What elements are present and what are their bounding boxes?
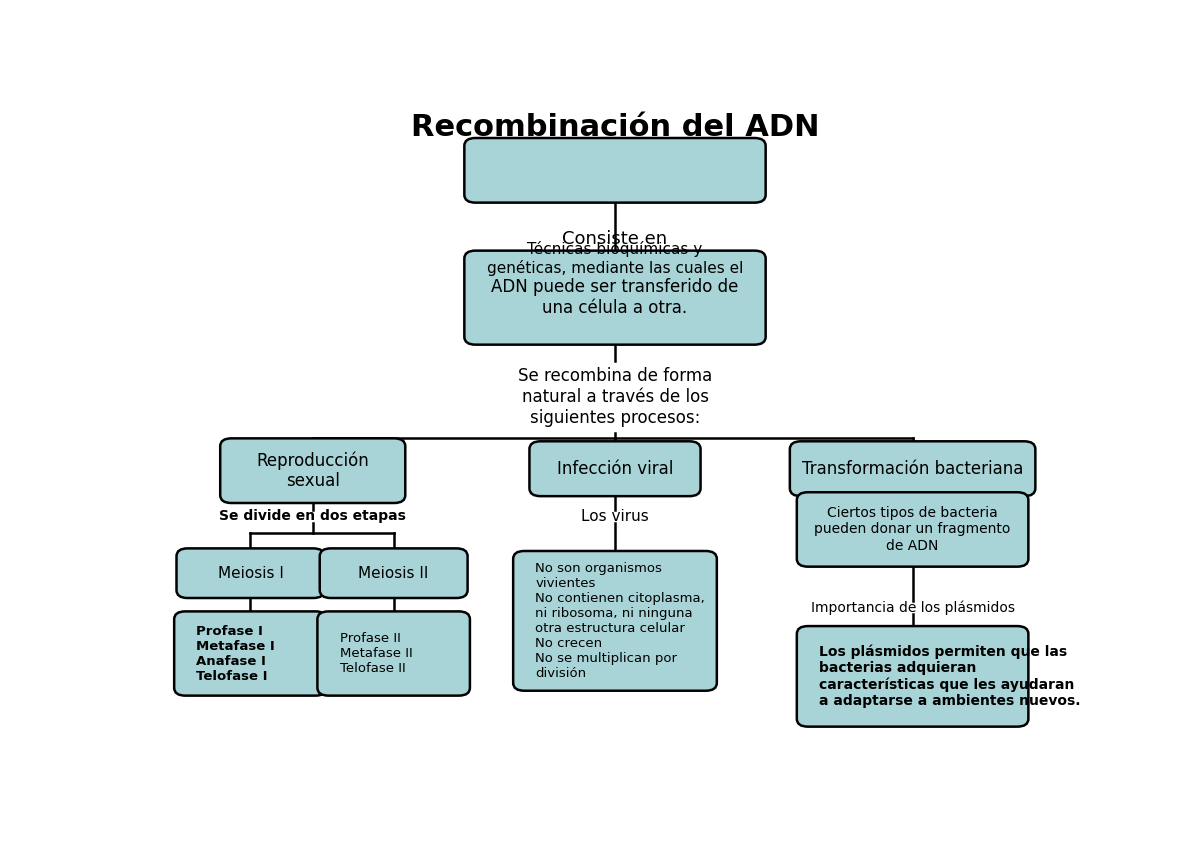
Text: Los virus: Los virus xyxy=(581,509,649,524)
FancyBboxPatch shape xyxy=(514,551,716,691)
FancyBboxPatch shape xyxy=(221,438,406,503)
Text: Infección viral: Infección viral xyxy=(557,460,673,477)
Text: Profase II
Metafase II
Telofase II: Profase II Metafase II Telofase II xyxy=(340,632,413,675)
FancyBboxPatch shape xyxy=(529,441,701,496)
Text: Meiosis II: Meiosis II xyxy=(359,566,428,581)
Text: Se divide en dos etapas: Se divide en dos etapas xyxy=(220,510,406,523)
FancyBboxPatch shape xyxy=(317,611,470,695)
Text: Transformación bacteriana: Transformación bacteriana xyxy=(802,460,1024,477)
Text: Reproducción
sexual: Reproducción sexual xyxy=(257,451,370,490)
Text: Los plásmidos permiten que las
bacterias adquieran
características que les ayuda: Los plásmidos permiten que las bacterias… xyxy=(820,644,1081,708)
Text: Profase I
Metafase I
Anafase I
Telofase I: Profase I Metafase I Anafase I Telofase … xyxy=(197,624,275,683)
FancyBboxPatch shape xyxy=(790,441,1036,496)
FancyBboxPatch shape xyxy=(319,549,468,598)
Text: Técnicas bioquímicas y
genéticas, mediante las cuales el: Técnicas bioquímicas y genéticas, median… xyxy=(487,241,743,276)
FancyBboxPatch shape xyxy=(797,626,1028,727)
FancyBboxPatch shape xyxy=(176,549,324,598)
FancyBboxPatch shape xyxy=(464,138,766,203)
FancyBboxPatch shape xyxy=(797,492,1028,566)
Text: Meiosis I: Meiosis I xyxy=(217,566,283,581)
FancyBboxPatch shape xyxy=(464,251,766,344)
Text: Recombinación del ADN: Recombinación del ADN xyxy=(410,114,820,142)
Text: Importancia de los plásmidos: Importancia de los plásmidos xyxy=(811,600,1015,615)
Text: Consiste en: Consiste en xyxy=(563,230,667,248)
Text: ADN puede ser transferido de
una célula a otra.: ADN puede ser transferido de una célula … xyxy=(491,278,739,317)
Text: Se recombina de forma
natural a través de los
siguientes procesos:: Se recombina de forma natural a través d… xyxy=(518,367,712,427)
Text: Ciertos tipos de bacteria
pueden donar un fragmento
de ADN: Ciertos tipos de bacteria pueden donar u… xyxy=(815,506,1010,553)
FancyBboxPatch shape xyxy=(174,611,326,695)
Text: No son organismos
vivientes
No contienen citoplasma,
ni ribosoma, ni ninguna
otr: No son organismos vivientes No contienen… xyxy=(535,562,706,680)
